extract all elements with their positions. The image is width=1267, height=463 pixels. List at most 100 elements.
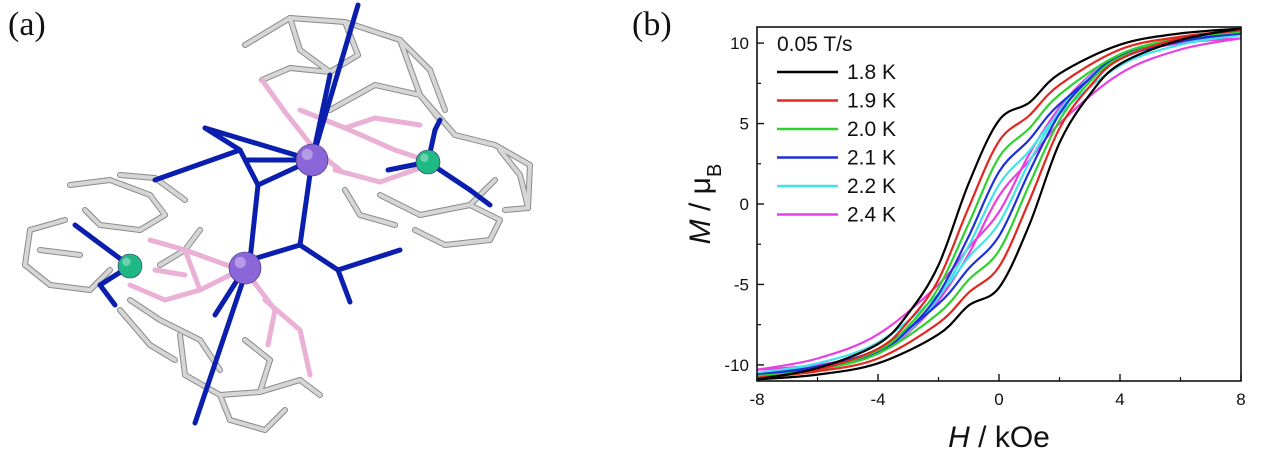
nitrogen-bond xyxy=(432,117,443,133)
carbon-bond xyxy=(263,408,287,432)
series-line-ascending xyxy=(756,27,1242,381)
series-line-descending xyxy=(756,30,1242,378)
ni-atom-highlight xyxy=(420,153,429,162)
carbon-bond xyxy=(418,203,472,217)
carbon-bond xyxy=(218,393,232,422)
carbon-bond xyxy=(88,268,112,292)
oxygen-bond xyxy=(332,167,383,185)
oxygen-bond xyxy=(262,297,303,333)
series-line-descending xyxy=(756,33,1242,375)
carbon-bond xyxy=(453,133,497,147)
carbon-bond xyxy=(518,173,527,197)
hysteresis-curves xyxy=(756,27,1242,381)
carbon-bond xyxy=(138,213,167,232)
carbon-bond xyxy=(148,343,177,362)
carbon-bond xyxy=(28,218,67,232)
x-tick-label: 4 xyxy=(1115,390,1124,409)
plot-frame xyxy=(756,26,1242,382)
legend-entry: 2.2 K xyxy=(847,175,896,198)
carbon-bond xyxy=(398,38,432,72)
oxygen-bond xyxy=(259,77,288,115)
x-tick-label: 8 xyxy=(1236,390,1245,409)
nitrogen-bond xyxy=(335,267,353,305)
carbon-bond xyxy=(493,143,532,167)
series-line-ascending xyxy=(756,29,1242,379)
carbon-bond xyxy=(443,238,492,247)
carbon-bond xyxy=(158,248,187,267)
carbon-bond xyxy=(298,48,332,74)
oxygen-bond xyxy=(377,165,423,185)
oxygen-bond xyxy=(372,115,423,128)
molecular-structure-diagram xyxy=(22,2,533,433)
y-tick-label: 5 xyxy=(740,115,749,134)
oxygen-bond xyxy=(342,115,378,131)
carbon-bond xyxy=(38,248,82,257)
series-line-descending xyxy=(756,27,1242,381)
carbon-bond xyxy=(258,378,302,394)
carbon-bond xyxy=(158,318,202,342)
nitrogen-bond xyxy=(467,187,493,208)
carbon-bond xyxy=(328,53,360,74)
legend: 0.05 T/s 1.8 K 1.9 K 2.0 K 2.1 K 2.2 K 2.4 K xyxy=(777,33,896,227)
series-line-ascending xyxy=(756,30,1242,378)
series-line-ascending xyxy=(756,37,1242,371)
nitrogen-bond xyxy=(72,222,98,243)
carbon-bond xyxy=(373,83,422,97)
carbon-bond xyxy=(178,333,187,377)
oxygen-bond xyxy=(152,267,188,278)
oxygen-bond xyxy=(265,307,278,348)
metal-atoms xyxy=(117,143,441,285)
carbon-bond xyxy=(243,338,272,362)
dy-atom xyxy=(228,251,262,285)
series-line-ascending xyxy=(756,33,1242,375)
oxygen-bond xyxy=(282,109,318,153)
carbon-bond xyxy=(118,308,152,347)
nitrogen-bond xyxy=(97,282,118,308)
oxygen-bond xyxy=(297,327,313,378)
nitrogen-bond xyxy=(237,147,261,188)
legend-entry: 1.8 K xyxy=(847,61,896,84)
legend-entry: 2.4 K xyxy=(847,204,896,227)
ni-atom xyxy=(117,253,143,279)
y-tick-label: 10 xyxy=(730,34,749,53)
y-tick-label: -5 xyxy=(734,275,749,294)
x-tick-label: 0 xyxy=(994,390,1003,409)
series-line-descending xyxy=(756,37,1242,371)
carbon-bond xyxy=(288,66,332,74)
y-tick-label: -10 xyxy=(724,356,749,375)
carbon-bond xyxy=(183,373,222,397)
dy-atom xyxy=(295,143,329,177)
series-line-descending xyxy=(756,32,1242,376)
x-axis-unit: / kOe xyxy=(970,421,1050,454)
x-tick-label: -8 xyxy=(749,390,764,409)
carbon-bond xyxy=(153,176,187,202)
carbon-bond xyxy=(48,283,92,292)
dy-atom-highlight xyxy=(301,148,313,160)
carbon-bond xyxy=(378,193,422,217)
nitrogen-bond xyxy=(247,182,261,263)
carbon-bond xyxy=(328,83,377,112)
x-axis-symbol: H xyxy=(948,421,970,454)
y-axis-subscript: B xyxy=(704,164,726,177)
oxygen-bond xyxy=(182,247,238,271)
carbon-bond xyxy=(148,193,167,217)
dy-atom-highlight xyxy=(234,256,246,268)
legend-title: 0.05 T/s xyxy=(777,33,853,56)
carbon-bond xyxy=(98,223,142,232)
carbon-bond xyxy=(128,298,162,322)
carbon-bond xyxy=(183,228,202,252)
x-tick-label: -4 xyxy=(870,390,885,409)
carbon-bond xyxy=(498,148,522,177)
series-line-ascending xyxy=(756,32,1242,376)
carbon-bond xyxy=(228,418,267,432)
carbon-bond xyxy=(413,228,447,247)
ni-atom xyxy=(415,149,441,175)
panel-b-label: (b) xyxy=(632,6,672,43)
nitrogen-bond xyxy=(152,147,243,183)
legend-entry: 1.9 K xyxy=(847,90,896,113)
nitrogen-bond xyxy=(192,257,253,426)
y-axis-symbol: M xyxy=(684,219,717,244)
panel-a-label: (a) xyxy=(8,6,46,43)
series-line-descending xyxy=(756,29,1242,379)
